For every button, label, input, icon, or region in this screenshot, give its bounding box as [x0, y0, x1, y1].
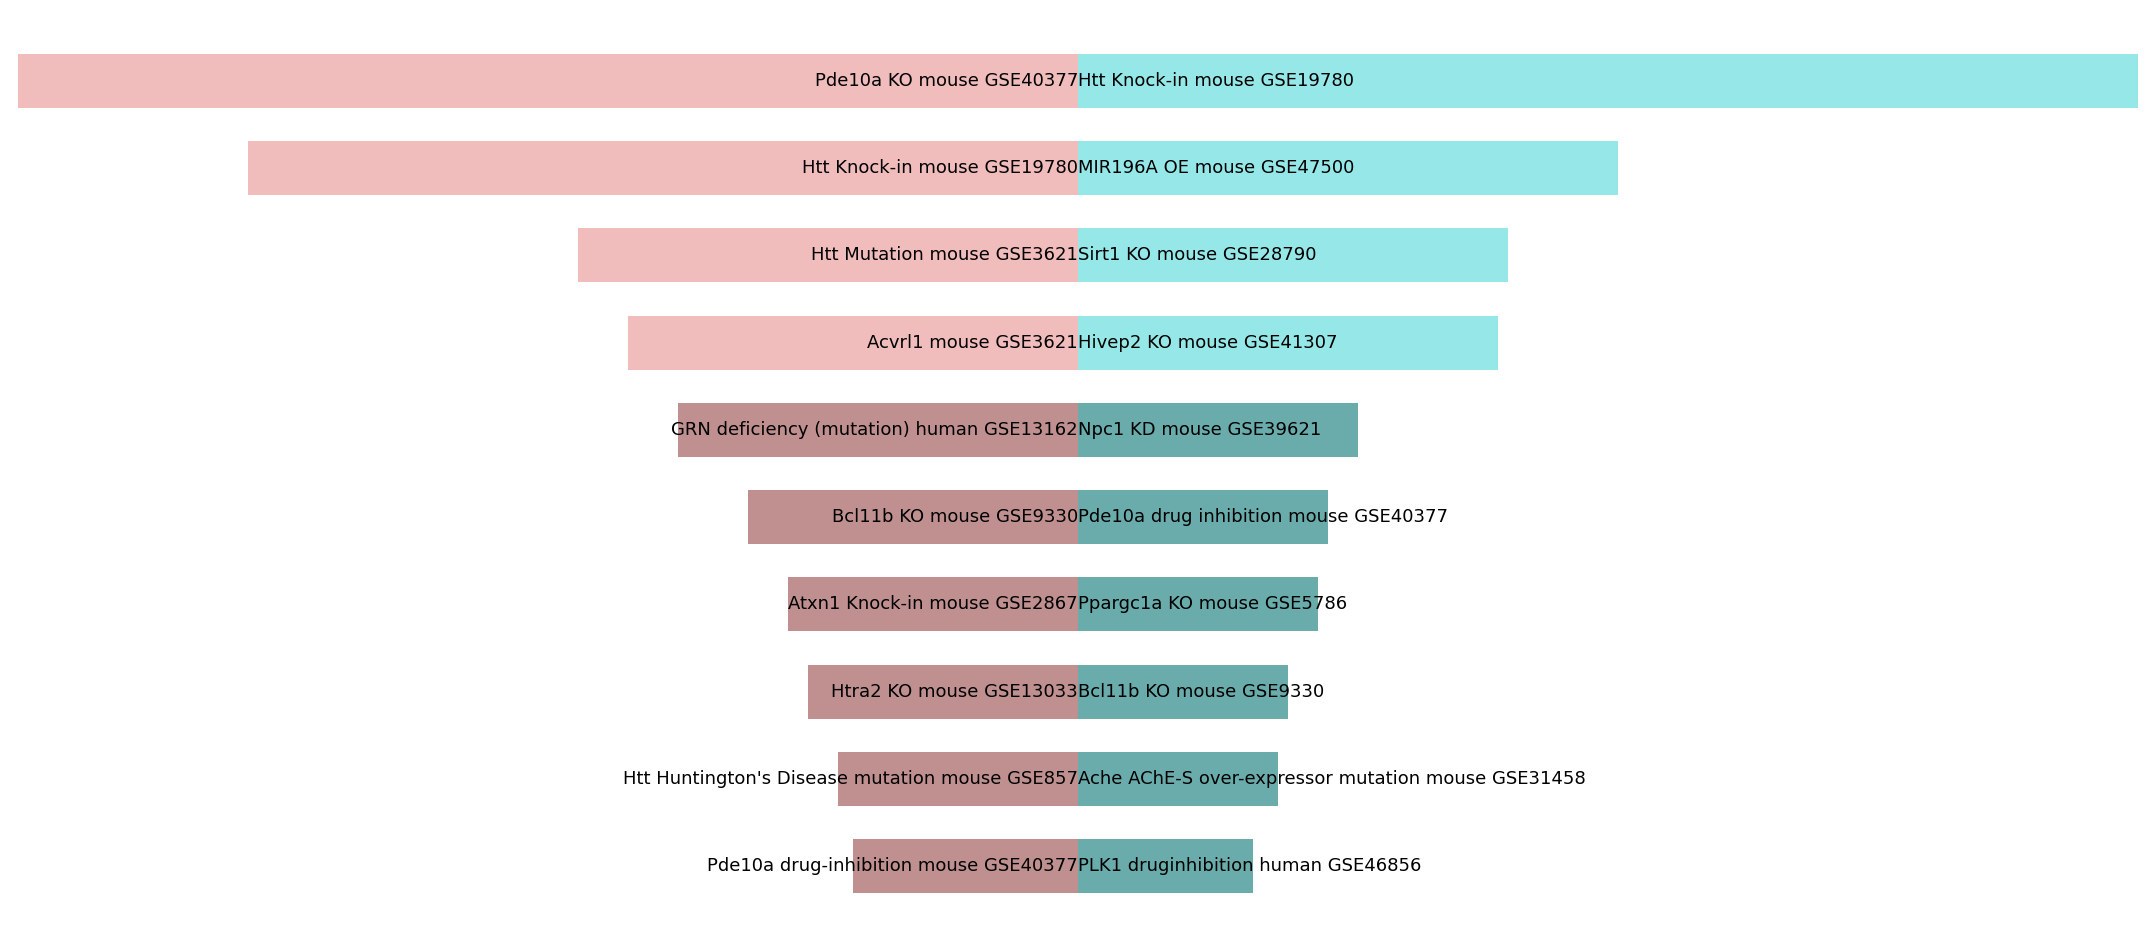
Bar: [1078, 402, 1358, 456]
Text: Pde10a drug inhibition mouse GSE40377: Pde10a drug inhibition mouse GSE40377: [1078, 509, 1449, 527]
Bar: [1078, 315, 1498, 369]
Bar: [677, 402, 1078, 456]
Text: Pde10a drug-inhibition mouse GSE40377: Pde10a drug-inhibition mouse GSE40377: [707, 857, 1078, 875]
Text: Sirt1 KO mouse GSE28790: Sirt1 KO mouse GSE28790: [1078, 246, 1317, 264]
Text: Acvrl1 mouse GSE3621: Acvrl1 mouse GSE3621: [867, 333, 1078, 351]
Text: Hivep2 KO mouse GSE41307: Hivep2 KO mouse GSE41307: [1078, 333, 1337, 351]
Bar: [839, 752, 1078, 806]
Text: Atxn1 Knock-in mouse GSE2867: Atxn1 Knock-in mouse GSE2867: [789, 596, 1078, 614]
Text: Ppargc1a KO mouse GSE5786: Ppargc1a KO mouse GSE5786: [1078, 596, 1348, 614]
Bar: [248, 141, 1078, 195]
Text: Htt Knock-in mouse GSE19780: Htt Knock-in mouse GSE19780: [802, 159, 1078, 177]
Bar: [1078, 752, 1279, 806]
Bar: [627, 315, 1078, 369]
Bar: [1078, 54, 2139, 108]
Text: Htra2 KO mouse GSE13033: Htra2 KO mouse GSE13033: [832, 683, 1078, 701]
Bar: [1078, 228, 1507, 282]
Bar: [808, 665, 1078, 719]
Bar: [854, 839, 1078, 893]
Text: GRN deficiency (mutation) human GSE13162: GRN deficiency (mutation) human GSE13162: [671, 420, 1078, 438]
Text: Ache AChE-S over-expressor mutation mouse GSE31458: Ache AChE-S over-expressor mutation mous…: [1078, 770, 1587, 788]
Bar: [748, 491, 1078, 545]
Bar: [1078, 578, 1317, 632]
Text: Bcl11b KO mouse GSE9330: Bcl11b KO mouse GSE9330: [832, 509, 1078, 527]
Text: Htt Huntington's Disease mutation mouse GSE857: Htt Huntington's Disease mutation mouse …: [623, 770, 1078, 788]
Bar: [787, 578, 1078, 632]
Bar: [1078, 839, 1253, 893]
Text: Bcl11b KO mouse GSE9330: Bcl11b KO mouse GSE9330: [1078, 683, 1324, 701]
Text: Htt Knock-in mouse GSE19780: Htt Knock-in mouse GSE19780: [1078, 72, 1354, 90]
Text: Npc1 KD mouse GSE39621: Npc1 KD mouse GSE39621: [1078, 420, 1322, 438]
Text: PLK1 druginhibition human GSE46856: PLK1 druginhibition human GSE46856: [1078, 857, 1421, 875]
Text: Pde10a KO mouse GSE40377: Pde10a KO mouse GSE40377: [815, 72, 1078, 90]
Text: Htt Mutation mouse GSE3621: Htt Mutation mouse GSE3621: [811, 246, 1078, 264]
Bar: [1078, 141, 1617, 195]
Bar: [578, 228, 1078, 282]
Text: MIR196A OE mouse GSE47500: MIR196A OE mouse GSE47500: [1078, 159, 1354, 177]
Bar: [17, 54, 1078, 108]
Bar: [1078, 665, 1287, 719]
Bar: [1078, 491, 1328, 545]
